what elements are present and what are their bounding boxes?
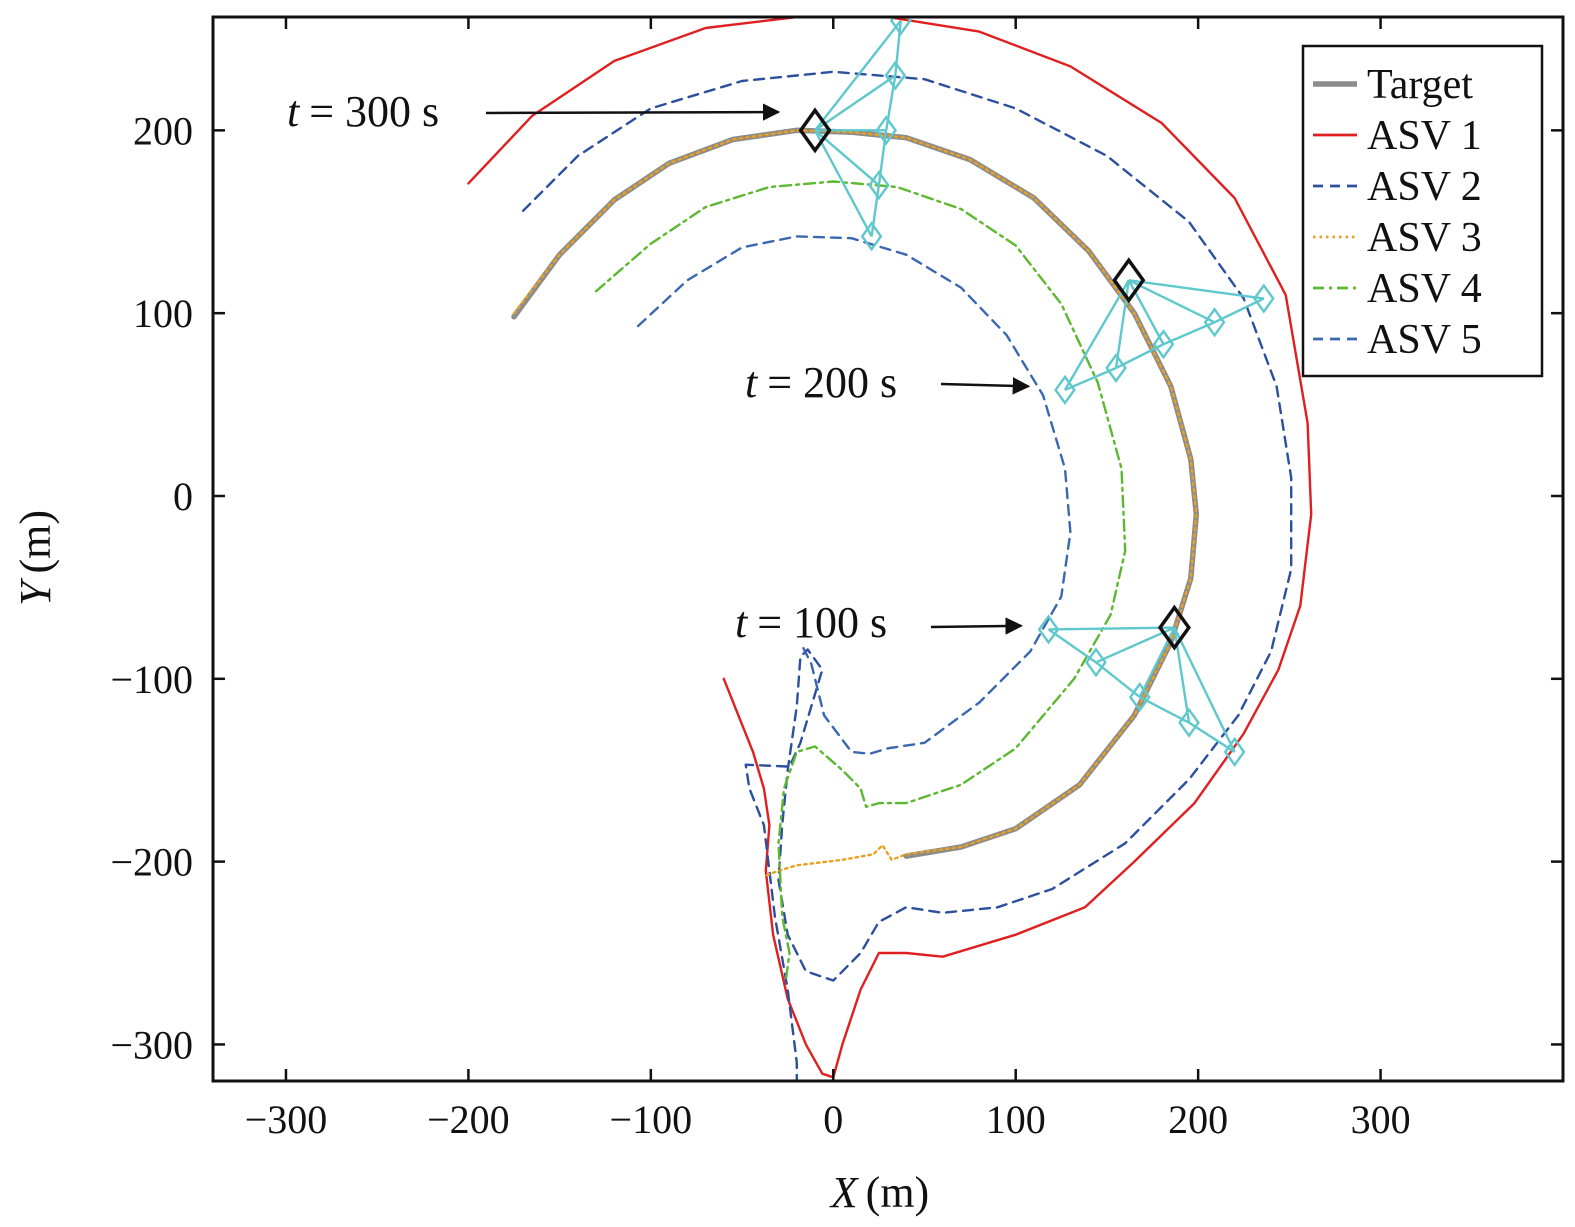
x-tick-label: −300 (245, 1097, 328, 1142)
y-tick-label: 0 (173, 474, 193, 519)
legend-box (1301, 44, 1544, 378)
y-tick-label: 200 (133, 108, 193, 153)
follower-marker (1128, 682, 1151, 713)
legend-label: ASV 5 (1367, 317, 1482, 363)
formation-link (1188, 721, 1236, 753)
formation-link (814, 129, 880, 187)
follower-marker (875, 115, 898, 146)
formation-link (1095, 626, 1175, 664)
y-tick-label: −100 (110, 657, 193, 702)
formation-link (1095, 661, 1141, 699)
follower-marker (884, 60, 907, 91)
follower-marker (860, 221, 883, 252)
leader-marker (798, 107, 832, 154)
formation-link (1048, 626, 1175, 631)
annotation-layer: t = 300 s t = 200 s t = 100 s (287, 87, 1031, 647)
legend-label: ASV 3 (1367, 215, 1482, 261)
series-line-1 (467, 17, 1313, 1079)
formation-link (877, 130, 888, 186)
y-tick-label: −300 (110, 1022, 193, 1067)
formation-link (1063, 279, 1130, 391)
y-axis-label: Y(m) (11, 510, 60, 606)
time-annotation: t = 300 s (287, 87, 439, 136)
annotation-arrow (940, 377, 1031, 395)
follower-marker (1252, 283, 1275, 314)
x-tick-label: 200 (1168, 1097, 1228, 1142)
x-axis-label: X (m) (829, 1168, 929, 1217)
plot-frame (211, 15, 1565, 1083)
formation-link (813, 129, 873, 237)
formation-link (870, 185, 881, 237)
formation-link (1214, 297, 1265, 324)
follower-marker (1037, 614, 1060, 645)
annotation-arrow (485, 103, 781, 121)
formation-link (1162, 321, 1216, 346)
y-tick-label: 100 (133, 291, 193, 336)
legend-label: ASV 2 (1367, 164, 1482, 210)
x-tick-label: −200 (427, 1097, 510, 1142)
series-line-2 (521, 70, 1293, 1081)
formation-link (814, 19, 902, 132)
series-line-3 (512, 129, 1198, 878)
y-tick-label: −200 (110, 840, 193, 885)
time-annotation: t = 200 s (745, 358, 897, 407)
follower-marker (1223, 736, 1246, 767)
formation-layer (798, 17, 1275, 767)
follower-marker (1203, 307, 1226, 338)
series-line-5 (636, 235, 1072, 755)
leader-marker (1112, 257, 1146, 304)
formation-link (1047, 628, 1097, 664)
legend-label: ASV 1 (1367, 113, 1482, 159)
time-annotation: t = 100 s (735, 598, 887, 647)
follower-marker (1105, 352, 1127, 384)
formation-link (1139, 696, 1190, 724)
series-line-4 (594, 180, 1127, 982)
legend-label: Target (1367, 62, 1473, 108)
follower-marker (1085, 647, 1107, 678)
formation-link (1128, 279, 1216, 324)
x-tick-label: 0 (823, 1097, 843, 1142)
formation-link (1128, 279, 1264, 300)
x-tick-label: 300 (1351, 1097, 1411, 1142)
tick-layer: −300 −200 −100 0 100 200 300 −300 −200 −100 0 100 20… (110, 17, 1563, 1142)
formation-link (814, 74, 896, 132)
leader-marker (1157, 604, 1191, 651)
follower-marker (889, 17, 912, 36)
annotation-arrow (930, 617, 1023, 635)
follower-marker (1054, 374, 1076, 406)
x-tick-label: 100 (986, 1097, 1046, 1142)
formation-link (894, 20, 902, 76)
formation-link (1173, 627, 1236, 753)
follower-marker (1152, 329, 1175, 360)
x-tick-label: −100 (610, 1097, 693, 1142)
legend: Target ASV 1 ASV 2 ASV 3 ASV 4 ASV 5 (1301, 44, 1544, 378)
legend-label: ASV 4 (1367, 266, 1482, 312)
follower-marker (868, 170, 890, 201)
series-layer (467, 17, 1313, 1081)
follower-marker (1178, 707, 1200, 738)
formation-link (1064, 366, 1117, 392)
